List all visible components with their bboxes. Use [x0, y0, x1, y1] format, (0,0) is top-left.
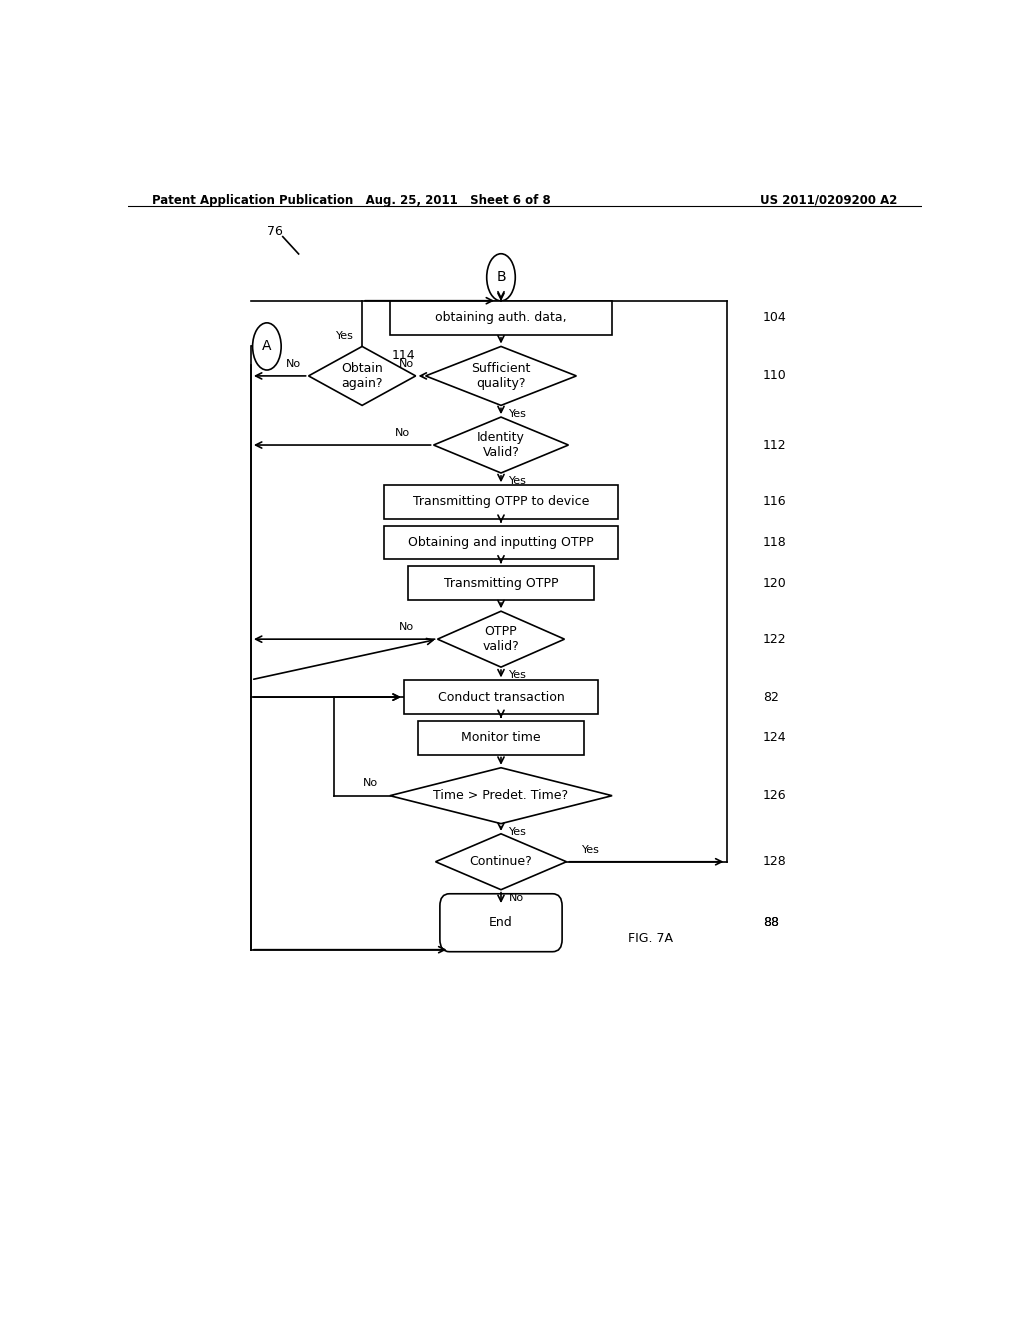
Polygon shape: [433, 417, 568, 473]
Text: Yes: Yes: [336, 331, 354, 342]
Polygon shape: [308, 346, 416, 405]
Text: Yes: Yes: [583, 845, 600, 854]
Text: Continue?: Continue?: [470, 855, 532, 869]
Text: 118: 118: [763, 536, 786, 549]
Text: Time > Predet. Time?: Time > Predet. Time?: [433, 789, 568, 803]
Text: Yes: Yes: [509, 408, 526, 418]
Text: Yes: Yes: [509, 826, 526, 837]
Text: 128: 128: [763, 855, 786, 869]
Text: 82: 82: [763, 690, 779, 704]
Text: 88: 88: [763, 916, 779, 929]
Text: Transmitting OTPP to device: Transmitting OTPP to device: [413, 495, 589, 508]
FancyBboxPatch shape: [418, 721, 585, 755]
FancyBboxPatch shape: [390, 301, 612, 335]
Text: 126: 126: [763, 789, 786, 803]
Text: 122: 122: [763, 632, 786, 645]
FancyBboxPatch shape: [408, 566, 594, 601]
Text: No: No: [362, 779, 378, 788]
Text: Obtaining and inputting OTPP: Obtaining and inputting OTPP: [409, 536, 594, 549]
Text: OTPP
valid?: OTPP valid?: [482, 626, 519, 653]
Polygon shape: [435, 834, 566, 890]
FancyBboxPatch shape: [440, 894, 562, 952]
Text: obtaining auth. data,: obtaining auth. data,: [435, 312, 567, 325]
Text: 116: 116: [763, 495, 786, 508]
Text: FIG. 7A: FIG. 7A: [628, 932, 673, 945]
Polygon shape: [426, 346, 577, 405]
Text: Sufficient
quality?: Sufficient quality?: [471, 362, 530, 389]
Text: B: B: [497, 271, 506, 284]
Text: Identity
Valid?: Identity Valid?: [477, 432, 525, 459]
Text: Obtain
again?: Obtain again?: [341, 362, 383, 389]
Text: 88: 88: [763, 916, 779, 929]
Text: No: No: [398, 359, 414, 368]
Text: No: No: [398, 622, 414, 632]
Text: Yes: Yes: [509, 671, 526, 680]
Polygon shape: [437, 611, 564, 667]
Text: 114: 114: [391, 348, 415, 362]
Text: No: No: [394, 428, 410, 438]
FancyBboxPatch shape: [403, 680, 598, 714]
Text: End: End: [489, 916, 513, 929]
Text: Monitor time: Monitor time: [461, 731, 541, 744]
Text: A: A: [262, 339, 271, 354]
Text: 124: 124: [763, 731, 786, 744]
Polygon shape: [390, 768, 612, 824]
Text: No: No: [286, 359, 301, 368]
FancyBboxPatch shape: [384, 486, 618, 519]
Text: 112: 112: [763, 438, 786, 451]
Text: 110: 110: [763, 370, 786, 383]
Text: Transmitting OTPP: Transmitting OTPP: [443, 577, 558, 590]
Text: 104: 104: [763, 312, 786, 325]
Text: Patent Application Publication   Aug. 25, 2011   Sheet 6 of 8: Patent Application Publication Aug. 25, …: [152, 194, 551, 207]
FancyBboxPatch shape: [384, 525, 618, 560]
Ellipse shape: [253, 323, 282, 370]
Ellipse shape: [486, 253, 515, 301]
Text: Yes: Yes: [509, 477, 526, 486]
Text: US 2011/0209200 A2: US 2011/0209200 A2: [761, 194, 898, 207]
Text: Conduct transaction: Conduct transaction: [437, 690, 564, 704]
Text: 76: 76: [267, 226, 283, 238]
Text: No: No: [509, 892, 524, 903]
Text: 120: 120: [763, 577, 786, 590]
